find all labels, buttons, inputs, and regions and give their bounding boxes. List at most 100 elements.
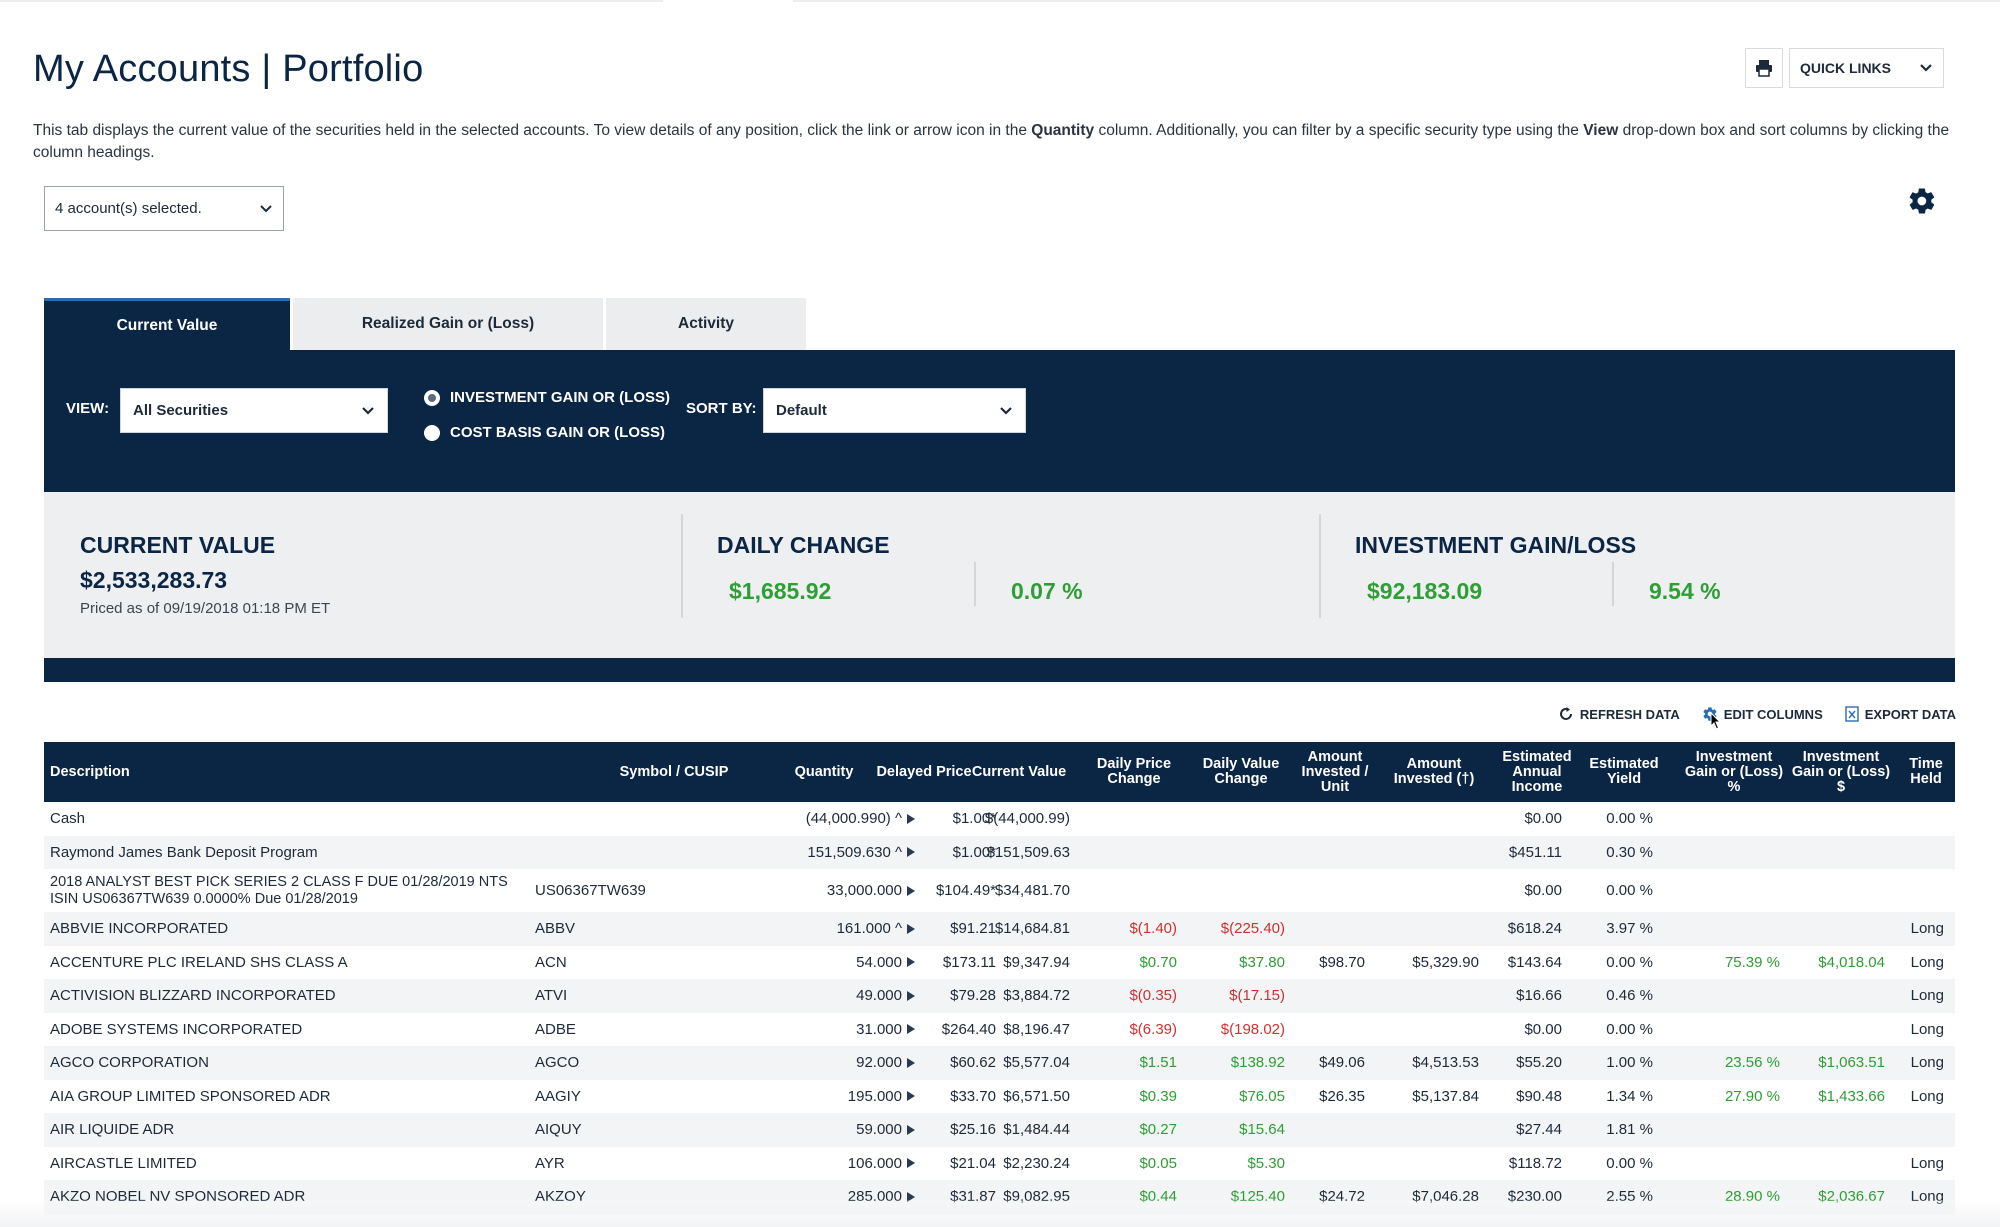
cell-daily-price-change: $0.70 [1084,946,1177,980]
mouse-cursor-icon [1710,712,1722,730]
cell-quantity-text: 31.000 [856,1020,902,1038]
expand-arrow-icon[interactable] [907,990,915,1001]
cell-symbol-text: ABBV [535,920,576,938]
cell-gain-pct-text: 27.90 % [1724,1087,1780,1105]
tab-current-value[interactable]: Current Value [44,298,290,350]
cell-amount-invested [1379,912,1479,946]
cell-quantity[interactable]: 54.000 [744,946,915,980]
col-amount-invested[interactable]: Amount Invested (†) [1393,756,1475,787]
expand-arrow-icon[interactable] [907,1057,915,1068]
cell-amount-invested [1379,1147,1479,1181]
cell-delayed-price: $104.49* [914,869,996,912]
col-daily-value-change[interactable]: Daily Value Change [1202,756,1280,787]
expand-arrow-icon[interactable] [907,847,915,858]
cell-quantity[interactable]: 49.000 [744,979,915,1013]
quick-links-dropdown[interactable]: QUICK LINKS [1789,48,1944,88]
cell-time-held-text: Long [1910,920,1944,938]
account-select[interactable]: 4 account(s) selected. [44,186,284,231]
cell-gain-amt [1789,1113,1885,1147]
divider [681,514,683,618]
cell-est-annual-income-text: $451.11 [1508,843,1562,861]
radio-investment-gain-label: INVESTMENT GAIN OR (LOSS) [450,389,671,406]
col-delayed-price[interactable]: Delayed Price [876,763,972,780]
gear-icon[interactable] [1907,186,1937,216]
expand-arrow-icon[interactable] [907,1124,915,1135]
cell-quantity[interactable]: 31.000 [744,1013,915,1047]
cell-daily-price-change-text: $1.51 [1139,1054,1177,1072]
cell-description-text: ADOBE SYSTEMS INCORPORATED [50,1020,303,1038]
radio-cost-basis-gain[interactable]: COST BASIS GAIN OR (LOSS) [424,424,665,441]
scroll-fade [0,1200,2000,1227]
expand-arrow-icon[interactable] [907,923,915,934]
cell-current-value-text: $2,230.24 [1003,1154,1070,1172]
cell-daily-value-change-text: $(198.02) [1220,1020,1285,1038]
cell-daily-value-change: $15.64 [1184,1113,1285,1147]
cell-current-value: $2,230.24 [994,1147,1070,1181]
cell-symbol: AYR [535,1147,685,1181]
cell-quantity[interactable]: 33,000.000 [744,869,915,912]
cell-current-value: $1,484.44 [994,1113,1070,1147]
cell-amount-invested-unit [1294,912,1365,946]
print-button[interactable] [1745,48,1783,88]
cell-daily-value-change-text: $(225.40) [1220,920,1285,938]
cell-est-yield-text: 0.00 % [1606,1154,1653,1172]
col-daily-price-change[interactable]: Daily Price Change [1096,756,1172,787]
cell-current-value-text: $(44,000.99) [984,810,1070,828]
sort-by-dropdown[interactable]: Default [763,388,1026,433]
refresh-data-button[interactable]: REFRESH DATA [1558,706,1680,722]
col-quantity[interactable]: Quantity [794,763,854,780]
cell-daily-price-change: $0.05 [1084,1147,1177,1181]
cell-gain-amt [1789,1147,1885,1181]
description-text: This tab displays the current value of t… [33,122,1032,139]
expand-arrow-icon[interactable] [907,1091,915,1102]
expand-arrow-icon[interactable] [907,1158,915,1169]
col-gain-pct[interactable]: Investment Gain or (Loss) % [1684,748,1784,795]
cell-est-yield: 0.00 % [1579,946,1653,980]
col-symbol[interactable]: Symbol / CUSIP [619,763,729,780]
cell-quantity[interactable]: 92.000 [744,1046,915,1080]
page-title: My Accounts | Portfolio [33,48,424,90]
cell-time-held: Long [1904,1046,1944,1080]
cell-est-annual-income: $618.24 [1494,912,1562,946]
export-data-button[interactable]: EXPORT DATA [1845,706,1956,722]
view-dropdown[interactable]: All Securities [120,388,388,433]
cell-quantity[interactable]: 161.000 ^ [744,912,915,946]
cell-delayed-price: $1.00* [914,802,996,836]
col-description[interactable]: Description [50,763,130,780]
tab-realized-gain-loss[interactable]: Realized Gain or (Loss) [293,298,603,350]
expand-arrow-icon[interactable] [907,957,915,968]
cell-quantity[interactable]: (44,000.990) ^ [744,802,915,836]
portfolio-tabs: Current Value Realized Gain or (Loss) Ac… [44,298,809,350]
cell-description: ABBVIE INCORPORATED [50,912,530,946]
expand-arrow-icon[interactable] [907,1191,915,1202]
tab-activity[interactable]: Activity [606,298,806,350]
col-current-value[interactable]: Current Value [971,763,1067,780]
cell-symbol-text: ADBE [535,1020,576,1038]
cell-quantity[interactable]: 106.000 [744,1147,915,1181]
cell-quantity[interactable]: 151,509.630 ^ [744,836,915,870]
expand-arrow-icon[interactable] [907,885,915,896]
cell-daily-price-change: $(6.39) [1084,1013,1177,1047]
chevron-down-icon [362,406,374,415]
cell-quantity-text: 92.000 [856,1054,902,1072]
top-actions: QUICK LINKS [1745,48,1944,88]
col-amount-invested-unit[interactable]: Amount Invested / Unit [1301,748,1369,795]
col-time-held[interactable]: Time Held [1909,756,1943,787]
cell-quantity[interactable]: 195.000 [744,1080,915,1114]
expand-arrow-icon[interactable] [907,813,915,824]
col-gain-amt[interactable]: Investment Gain or (Loss) $ [1791,748,1891,795]
col-est-annual-income[interactable]: Estimated Annual Income [1502,748,1572,795]
cell-daily-value-change-text: $(17.15) [1229,987,1285,1005]
cell-quantity-text: 195.000 [847,1087,902,1105]
cell-gain-amt [1789,802,1885,836]
cell-daily-value-change: $37.80 [1184,946,1285,980]
expand-arrow-icon[interactable] [907,1024,915,1035]
cell-amount-invested [1379,802,1479,836]
cell-quantity[interactable]: 59.000 [744,1113,915,1147]
cell-amount-invested-unit [1294,1013,1365,1047]
radio-investment-gain[interactable]: INVESTMENT GAIN OR (LOSS) [424,389,670,406]
cell-est-yield: 0.46 % [1579,979,1653,1013]
col-est-yield[interactable]: Estimated Yield [1589,756,1659,787]
chevron-down-icon [1920,64,1932,72]
cell-est-yield-text: 3.97 % [1606,920,1653,938]
